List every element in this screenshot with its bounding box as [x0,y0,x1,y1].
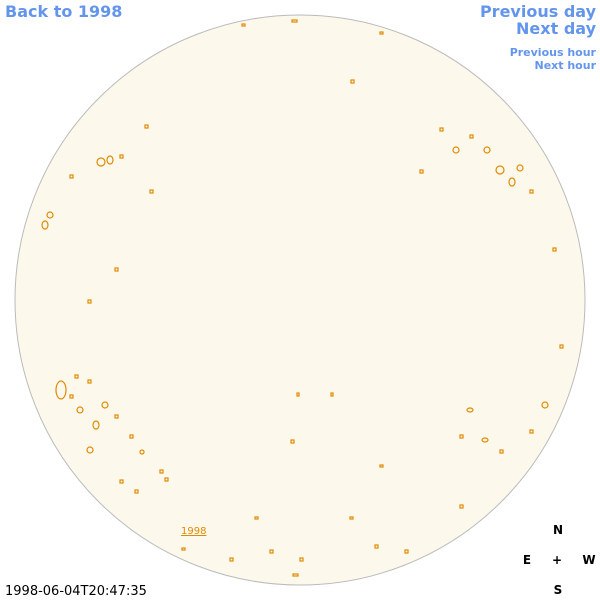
year-label[interactable]: 1998 [181,526,206,537]
previous-day-link[interactable]: Previous day [480,2,597,21]
previous-hour-link[interactable]: Previous hour [510,46,597,59]
magnetic-contours [41,19,564,577]
compass-west: W [582,553,595,567]
compass-center: + [552,553,562,567]
next-hour-link[interactable]: Next hour [535,59,597,72]
compass-north: N [553,523,563,537]
compass-south: S [554,583,563,597]
back-link[interactable]: Back to 1998 [5,2,122,21]
solar-disk [14,14,586,586]
next-day-link[interactable]: Next day [516,19,597,38]
timestamp: 1998-06-04T20:47:35 [5,584,147,599]
compass-east: E [523,553,531,567]
